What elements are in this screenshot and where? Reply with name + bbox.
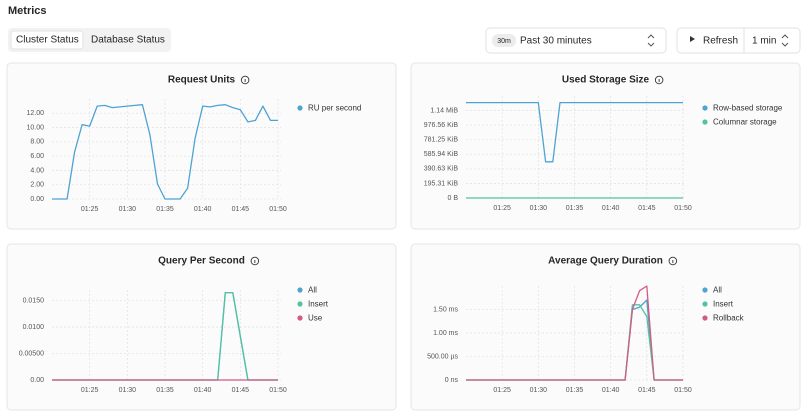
y-tick-label: 0.00 [30,196,44,203]
y-tick-label: 0 ns [445,377,459,384]
y-tick-label: 0.0150 [23,297,45,304]
y-tick-label: 1.00 ms [433,330,458,337]
legend-swatch [702,105,708,111]
legend-swatch [702,287,708,293]
chart-title: Request Units [168,75,236,86]
legend-swatch [297,315,303,321]
legend-swatch [297,301,303,307]
x-tick-label: 01:50 [674,387,692,394]
refresh-group [676,27,801,54]
tab[interactable]: Cluster Status [16,35,79,46]
time-badge-label: 30m [497,38,511,45]
x-tick-label: 01:45 [638,205,656,212]
series-line [466,285,683,381]
x-tick-label: 01:30 [119,206,137,213]
y-tick-label: 0.0100 [23,324,45,331]
x-tick-label: 01:45 [232,206,250,213]
x-tick-label: 01:30 [530,387,548,394]
chevron [781,34,789,47]
time-picker[interactable] [485,27,667,54]
legend-swatch [702,119,708,125]
x-tick-label: 01:25 [81,387,99,394]
time-label: Past 30 minutes [520,36,592,47]
x-tick-label: 01:25 [493,205,511,212]
y-tick-label: 0.00 [30,377,44,384]
y-tick-label: 390.63 KiB [424,166,459,173]
chart-panel [410,62,801,230]
y-tick-label: 0.00500 [19,350,44,357]
legend-swatch [702,315,708,321]
y-tick-label: 1.50 ms [433,306,458,313]
refresh-button[interactable]: Refresh [703,36,738,47]
legend-label: Row-based storage [713,104,783,113]
x-tick-label: 01:50 [269,387,287,394]
legend-label: RU per second [308,104,361,113]
time-badge [492,34,516,47]
chevron [647,34,655,47]
y-tick-label: 10.00 [26,124,44,131]
legend-label: Use [308,314,323,323]
legend-label: Rollback [713,314,745,323]
info-icon [240,75,250,85]
x-tick-label: 01:30 [530,205,548,212]
x-tick-label: 01:45 [232,387,250,394]
y-tick-label: 8.00 [30,139,44,146]
x-tick-label: 01:35 [566,205,584,212]
legend-swatch [297,105,303,111]
legend-label: All [713,286,722,295]
legend-label: Insert [308,300,329,309]
chart-panel [6,62,397,230]
legend-label: Insert [713,300,734,309]
x-tick-label: 01:30 [119,387,137,394]
series-line [52,104,278,200]
x-tick-label: 01:50 [674,205,692,212]
legend-swatch [702,301,708,307]
x-tick-label: 01:40 [602,387,620,394]
x-tick-label: 01:25 [81,206,99,213]
tab-active[interactable] [10,30,84,50]
chart-panel [410,243,801,411]
info-icon [250,256,260,266]
x-tick-label: 01:35 [566,387,584,394]
legend-label: All [308,286,317,295]
y-tick-label: 781.25 KiB [424,137,459,144]
x-tick-label: 01:50 [269,206,287,213]
x-tick-label: 01:25 [493,387,511,394]
legend-swatch [297,287,303,293]
y-tick-label: 1.14 MiB [430,107,458,114]
info-icon [654,75,664,85]
y-tick-label: 195.31 KiB [424,180,459,187]
x-tick-label: 01:35 [156,387,174,394]
y-tick-label: 585.94 KiB [424,151,459,158]
x-tick-label: 01:45 [638,387,656,394]
tab[interactable]: Database Status [91,35,165,46]
x-tick-label: 01:40 [602,205,620,212]
refresh-interval[interactable]: 1 min [752,36,776,47]
x-tick-label: 01:35 [156,206,174,213]
y-tick-label: 976.56 KiB [424,122,459,129]
play-icon [690,36,695,42]
page-title: Metrics [8,5,47,17]
x-tick-label: 01:40 [194,206,212,213]
y-tick-label: 500.00 µs [427,353,458,360]
series-line [466,101,683,163]
y-tick-label: 12.00 [26,110,44,117]
y-tick-label: 2.00 [30,182,44,189]
legend-label: Columnar storage [713,118,777,127]
chart-title: Used Storage Size [562,75,650,86]
x-tick-label: 01:40 [194,387,212,394]
info-icon [668,256,678,266]
chart-title: Average Query Duration [548,256,663,267]
y-tick-label: 6.00 [30,153,44,160]
chart-title: Query Per Second [158,256,245,267]
y-tick-label: 4.00 [30,167,44,174]
y-tick-label: 0 B [447,195,458,202]
